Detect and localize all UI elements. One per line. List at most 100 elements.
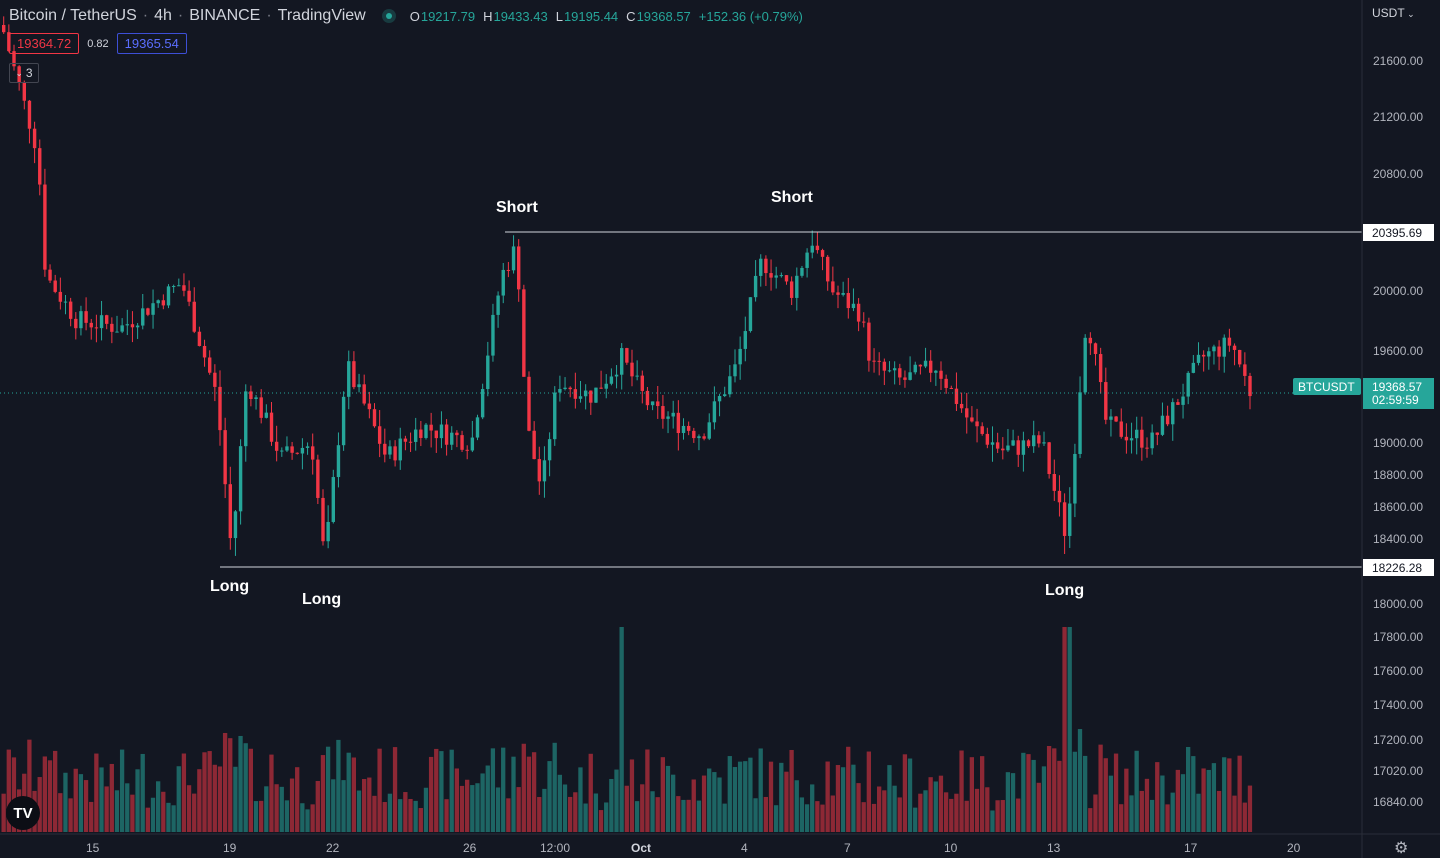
candle-body bbox=[223, 430, 227, 485]
candle-body bbox=[135, 325, 140, 328]
volume-bar bbox=[609, 778, 614, 832]
volume-bar bbox=[542, 788, 547, 832]
currency-menu[interactable]: USDT ⌄ bbox=[1372, 6, 1415, 20]
close-key: C bbox=[626, 8, 636, 24]
volume-bar bbox=[42, 756, 47, 832]
candle-body bbox=[733, 364, 737, 377]
volume-bar bbox=[717, 777, 722, 832]
interval[interactable]: 4h bbox=[154, 7, 172, 24]
volume-bar bbox=[166, 802, 171, 832]
candle-body bbox=[604, 383, 608, 389]
volume-bar bbox=[933, 781, 938, 832]
volume-bar bbox=[459, 785, 465, 832]
candle-body bbox=[1006, 445, 1010, 451]
candle-body bbox=[707, 422, 711, 439]
volume-bar bbox=[954, 793, 959, 832]
volume-bar bbox=[331, 779, 336, 832]
volume-bar bbox=[547, 761, 552, 832]
symbol-name[interactable]: Bitcoin / TetherUS bbox=[9, 7, 137, 24]
candle-body bbox=[887, 370, 892, 372]
candle-body bbox=[403, 438, 408, 442]
candle-body bbox=[486, 355, 490, 390]
volume-bar bbox=[284, 800, 290, 832]
volume-bar bbox=[521, 743, 526, 832]
exchange: BINANCE bbox=[189, 7, 261, 24]
volume-bar bbox=[248, 748, 253, 832]
candle-body bbox=[156, 300, 160, 304]
volume-bar bbox=[614, 769, 619, 832]
volume-bar bbox=[58, 793, 63, 832]
candle-body bbox=[475, 417, 480, 438]
candle-body bbox=[1052, 474, 1056, 491]
symbol-header[interactable]: Bitcoin / TetherUS · 4h · BINANCE · Trad… bbox=[9, 7, 803, 24]
volume-bar bbox=[300, 803, 305, 832]
candle-body bbox=[305, 446, 310, 448]
candle-body bbox=[429, 424, 433, 431]
buy-button[interactable]: 19365.54 bbox=[116, 33, 187, 54]
candle-body bbox=[316, 459, 320, 498]
volume-bar bbox=[1052, 748, 1057, 832]
candle-body bbox=[218, 386, 222, 431]
candle-body bbox=[856, 303, 861, 322]
volume-bar bbox=[161, 791, 166, 832]
candle-body bbox=[12, 51, 16, 67]
volume-bar bbox=[578, 767, 583, 832]
volume-bar bbox=[1201, 768, 1206, 832]
volume-bar bbox=[624, 785, 629, 832]
candle-body bbox=[872, 360, 876, 362]
volume-bar bbox=[851, 764, 856, 832]
tradingview-logo-icon[interactable]: TV bbox=[6, 796, 40, 830]
candle-body bbox=[620, 348, 624, 375]
candle-body bbox=[444, 424, 449, 445]
candle-body bbox=[295, 452, 299, 454]
candle-body bbox=[182, 285, 186, 291]
candle-body bbox=[702, 436, 706, 439]
candle-body bbox=[161, 300, 166, 306]
candle-body bbox=[1171, 402, 1175, 425]
candle-body bbox=[1238, 349, 1242, 365]
candle-body bbox=[640, 375, 644, 391]
candle-body bbox=[789, 281, 794, 298]
candle-body bbox=[2, 25, 6, 33]
candle-body bbox=[784, 275, 789, 282]
volume-bar bbox=[506, 798, 511, 832]
volume-bar bbox=[815, 801, 820, 832]
candle-body bbox=[929, 360, 933, 373]
volume-bar bbox=[537, 797, 542, 832]
volume-bar bbox=[119, 749, 125, 832]
volume-bar bbox=[434, 748, 439, 832]
indicators-toggle-button[interactable]: ⌄ 3 bbox=[9, 63, 39, 83]
volume-bar bbox=[923, 790, 928, 832]
candle-body bbox=[717, 396, 722, 402]
candle-body bbox=[1232, 345, 1237, 350]
volume-bar bbox=[145, 807, 150, 832]
volume-bar bbox=[1057, 760, 1062, 832]
price-axis[interactable] bbox=[1363, 0, 1440, 858]
volume-bar bbox=[346, 752, 351, 832]
volume-bar bbox=[1242, 802, 1247, 832]
volume-bar bbox=[913, 807, 918, 832]
volume-bar bbox=[68, 798, 73, 832]
gear-icon[interactable]: ⚙ bbox=[1394, 840, 1409, 857]
volume-bar bbox=[1113, 753, 1119, 832]
volume-bar bbox=[902, 754, 908, 832]
candle-body bbox=[455, 432, 459, 436]
candle-body bbox=[589, 390, 593, 403]
support-price-label: 18226.28 bbox=[1372, 561, 1422, 575]
volume-bar bbox=[1026, 754, 1031, 832]
candle-body bbox=[259, 397, 263, 418]
market-status-icon[interactable] bbox=[381, 9, 396, 23]
candle-body bbox=[820, 250, 825, 257]
volume-bar bbox=[701, 775, 707, 832]
volume-bar bbox=[325, 746, 331, 832]
candle-body bbox=[851, 303, 856, 309]
volume-bar bbox=[665, 765, 671, 832]
sell-button[interactable]: 19364.72 bbox=[9, 33, 80, 54]
volume-bar bbox=[1098, 744, 1103, 832]
volume-bar bbox=[1103, 758, 1108, 832]
volume-bar bbox=[109, 763, 114, 832]
volume-bar bbox=[835, 765, 841, 832]
candle-body bbox=[1016, 440, 1020, 455]
time-label: Oct bbox=[631, 841, 651, 855]
